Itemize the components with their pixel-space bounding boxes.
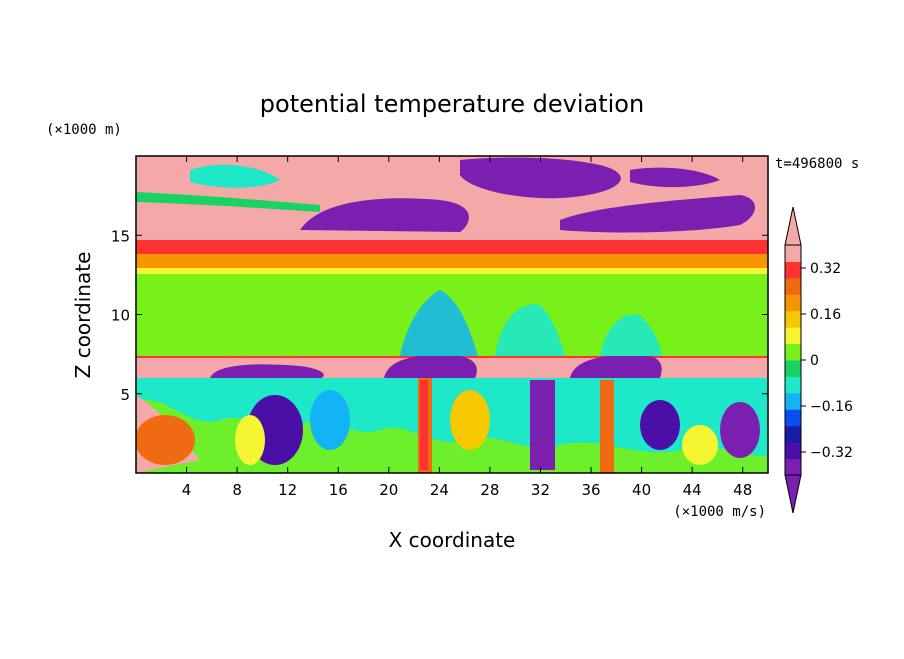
colorbar-segment <box>785 310 801 328</box>
swirl-7 <box>720 402 760 458</box>
y-tick-label: 10 <box>111 307 130 325</box>
colorbar: 0.32 0.16 0 −0.16 −0.32 <box>784 206 853 514</box>
x-ticks: 4 8 12 16 20 24 28 32 36 40 44 48 <box>182 156 752 499</box>
top-purple-2 <box>460 157 621 199</box>
y-tick-label: 5 <box>120 386 130 404</box>
swirl-5 <box>450 390 490 450</box>
colorbar-segment <box>785 392 801 410</box>
top-purple-1 <box>300 198 469 232</box>
colorbar-tick-label: −0.32 <box>810 445 853 461</box>
x-unit-label: (×1000 m/s) <box>673 504 766 520</box>
colorbar-segment <box>785 458 801 476</box>
x-tick-label: 16 <box>329 481 348 499</box>
y-tick-label: 15 <box>111 227 130 245</box>
x-tick-label: 28 <box>480 481 499 499</box>
x-tick-label: 12 <box>278 481 297 499</box>
plume-1-core <box>420 380 428 470</box>
top-green-streak <box>136 192 320 212</box>
colorbar-segment <box>785 294 801 312</box>
y-axis-label: Z coordinate <box>71 252 95 379</box>
colorbar-segment <box>785 245 801 262</box>
colorbar-segment <box>785 425 801 443</box>
upper-red <box>136 240 768 254</box>
chart-title: potential temperature deviation <box>260 90 644 118</box>
colorbar-segment <box>785 343 801 361</box>
contour-field <box>136 156 768 473</box>
swirl-1 <box>136 415 195 465</box>
top-cyan <box>190 164 280 188</box>
plume-2 <box>530 380 555 470</box>
colorbar-segment <box>785 409 801 427</box>
upper-orange <box>136 254 768 268</box>
x-tick-label: 44 <box>683 481 702 499</box>
colorbar-tick-label: 0.32 <box>810 261 841 277</box>
colorbar-tick-label: 0 <box>810 353 819 369</box>
colorbar-segment <box>785 360 801 377</box>
x-tick-label: 20 <box>379 481 398 499</box>
y-ticks: 5 10 15 <box>111 227 768 404</box>
cap-1 <box>210 364 324 378</box>
swirl-4 <box>310 390 350 450</box>
cap-2 <box>384 354 477 378</box>
mid-cyan-2 <box>495 304 565 356</box>
x-tick-label: 4 <box>182 481 192 499</box>
swirl-3 <box>235 415 265 465</box>
cap-3 <box>570 354 662 378</box>
y-unit-label: (×1000 m) <box>46 122 122 138</box>
x-tick-label: 32 <box>531 481 550 499</box>
colorbar-segment <box>785 261 801 279</box>
mid-cyan-3 <box>600 314 662 356</box>
colorbar-upper-extend <box>784 206 802 246</box>
x-tick-label: 36 <box>581 481 600 499</box>
mid-cyan-1 <box>400 290 478 356</box>
x-tick-label: 8 <box>232 481 242 499</box>
swirl-8 <box>682 425 718 465</box>
colorbar-lower-extend <box>784 474 802 514</box>
x-tick-label: 48 <box>733 481 752 499</box>
top-purple-3 <box>560 195 755 233</box>
colorbar-segment <box>785 376 801 394</box>
time-label: t=496800 s <box>775 156 859 172</box>
top-purple-4 <box>630 167 720 188</box>
colorbar-segment <box>785 277 801 295</box>
plume-3 <box>600 380 614 473</box>
colorbar-tick-label: 0.16 <box>810 307 841 323</box>
colorbar-tick-label: −0.16 <box>810 399 853 415</box>
x-axis-label: X coordinate <box>389 528 516 552</box>
colorbar-segment <box>785 442 801 460</box>
x-tick-label: 40 <box>632 481 651 499</box>
upper-yellow <box>136 268 768 274</box>
x-tick-label: 24 <box>430 481 449 499</box>
colorbar-segment <box>785 327 801 345</box>
swirl-6 <box>640 400 680 450</box>
